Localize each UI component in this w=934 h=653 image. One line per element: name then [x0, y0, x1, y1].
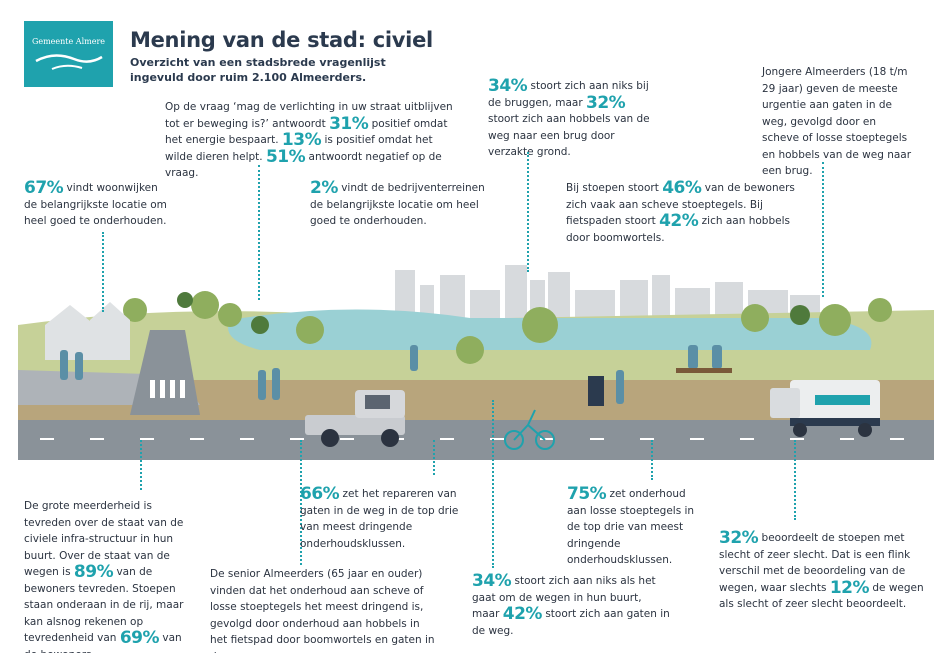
repair-text: 66% zet het repareren van gaten in de we… — [300, 484, 459, 550]
repair-pointer — [433, 440, 435, 475]
seniors-text: De senior Almeerders (65 jaar en ouder) … — [210, 568, 435, 653]
rating-pct-1: 32% — [719, 528, 759, 548]
tiles-pct: 75% — [567, 484, 607, 504]
residential-pointer — [102, 232, 104, 312]
bridges-pct-2: 32% — [585, 92, 626, 113]
bridges-pointer — [527, 152, 529, 272]
satisfaction-pct-2: 69% — [119, 628, 160, 648]
page-subtitle: Overzicht van een stadsbrede vragenlijst… — [130, 56, 386, 84]
lighting-pct-2: 13% — [281, 130, 322, 150]
lighting-pct-3: 51% — [265, 146, 306, 167]
holes-pct-1: 34% — [472, 571, 512, 591]
satisfaction-pct-1: 89% — [73, 562, 114, 582]
satisfaction-text: De grote meerderheid is tevreden over de… — [24, 500, 184, 653]
residential-text: 67% vindt woonwijken de belangrijkste lo… — [24, 178, 167, 228]
lighting-pointer — [258, 165, 260, 300]
logo-wave-icon — [35, 54, 103, 70]
young-residents-text: Jongere Almeerders (18 t/m 29 jaar) geve… — [762, 66, 912, 177]
rating-text: 32% beoordeelt de stoepen met slecht of … — [719, 528, 924, 611]
holes-pointer — [492, 400, 494, 568]
tiles-pointer — [651, 440, 653, 480]
gemeente-almere-logo: Gemeente Almere — [24, 21, 113, 87]
lighting-pct-1: 31% — [329, 113, 369, 134]
logo-name: Gemeente Almere — [31, 37, 106, 46]
pickup-truck — [305, 390, 405, 447]
residential-pct: 67% — [24, 178, 64, 198]
seniors-pointer — [300, 440, 302, 565]
cyclist — [504, 409, 555, 450]
tiles-text: 75% zet onderhoud aan losse stoeptegels … — [567, 484, 695, 567]
rating-pointer — [794, 440, 796, 520]
sidewalks-text: Bij stoepen stoort 46% van de bewoners z… — [566, 178, 795, 244]
holes-text: 34% stoort zich aan niks als het gaat om… — [472, 571, 670, 637]
holes-pct-2: 42% — [502, 604, 543, 624]
sidewalks-pct-2: 42% — [659, 211, 699, 231]
bridges-pct-1: 34% — [488, 76, 528, 96]
satisfaction-pointer — [140, 440, 142, 490]
page-title: Mening van de stad: civiel — [130, 28, 433, 52]
city-scene-illustration — [18, 265, 934, 460]
industrial-text: 2% vindt de bedrijventerreinen de belang… — [310, 178, 485, 228]
lighting-text: Op de vraag ‘mag de verlichting in uw st… — [165, 101, 453, 179]
rating-pct-2: 12% — [829, 577, 870, 598]
sidewalks-pct-1: 46% — [662, 178, 702, 198]
street-sweeper — [770, 380, 880, 437]
bridges-text: 34% stoort zich aan niks bij de bruggen,… — [488, 76, 650, 159]
young-pointer — [822, 162, 824, 297]
industrial-pct: 2% — [310, 178, 338, 198]
repair-pct: 66% — [300, 484, 340, 504]
